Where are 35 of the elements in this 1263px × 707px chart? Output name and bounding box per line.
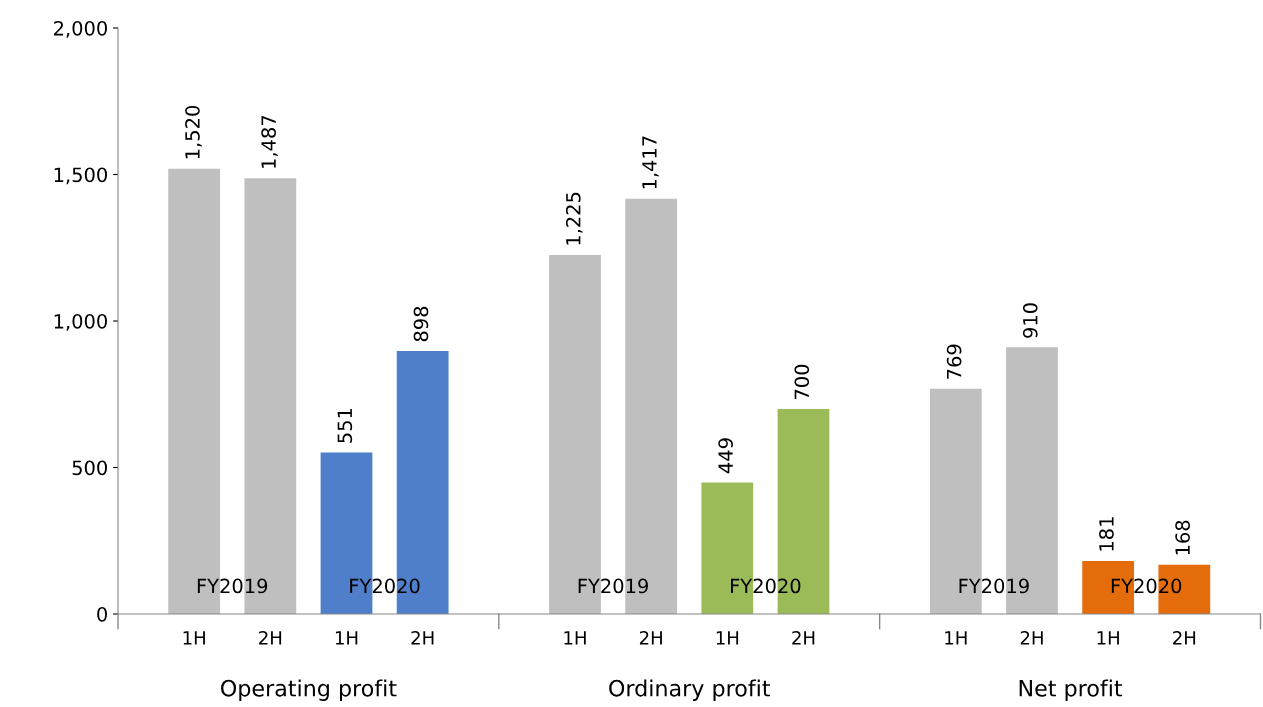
x-tick-label: 1H	[716, 631, 739, 645]
y-tick-label: 2,000	[54, 20, 107, 38]
y-tick-label: 1,000	[54, 313, 107, 331]
x-tick-label: 2H	[1173, 630, 1196, 645]
annotation: FY2019	[197, 578, 268, 594]
data-label: 1,520	[185, 105, 202, 159]
x-tick-label: 2H	[639, 630, 662, 645]
x-tick-label: 2H	[411, 630, 434, 645]
x-tick-label: 2H	[792, 630, 815, 645]
data-label: 1,487	[261, 115, 278, 168]
y-tick-label: 500	[72, 460, 107, 476]
x-tick-label: 2H	[259, 630, 282, 645]
x-tick-label: 1H	[1097, 631, 1119, 645]
text: Operating profit	[221, 679, 397, 701]
data-label: 898	[413, 306, 429, 342]
data-label: 910	[1022, 303, 1038, 338]
data-label: 1,417	[642, 136, 659, 189]
annotation: FY2019	[959, 578, 1029, 594]
data-label: 181	[1099, 517, 1114, 551]
annotation: FY2019	[578, 578, 648, 594]
data-label: 769	[946, 344, 962, 379]
y-tick-label: 0	[97, 606, 107, 622]
text: Ordinary profit	[609, 679, 771, 701]
text: Net profit	[1019, 679, 1123, 701]
data-label: 168	[1175, 520, 1190, 555]
data-label: 449	[718, 438, 733, 474]
x-tick-label: 1H	[564, 631, 586, 645]
x-tick-label: 1H	[945, 631, 967, 645]
x-tick-label: 1H	[335, 631, 358, 645]
x-tick-label: 1H	[183, 631, 205, 645]
y-tick-label: 1,500	[54, 167, 107, 185]
data-label: 551	[337, 408, 353, 443]
data-label: 700	[794, 364, 810, 399]
data-label: 1,225	[565, 192, 583, 245]
x-tick-label: 2H	[1020, 630, 1043, 645]
